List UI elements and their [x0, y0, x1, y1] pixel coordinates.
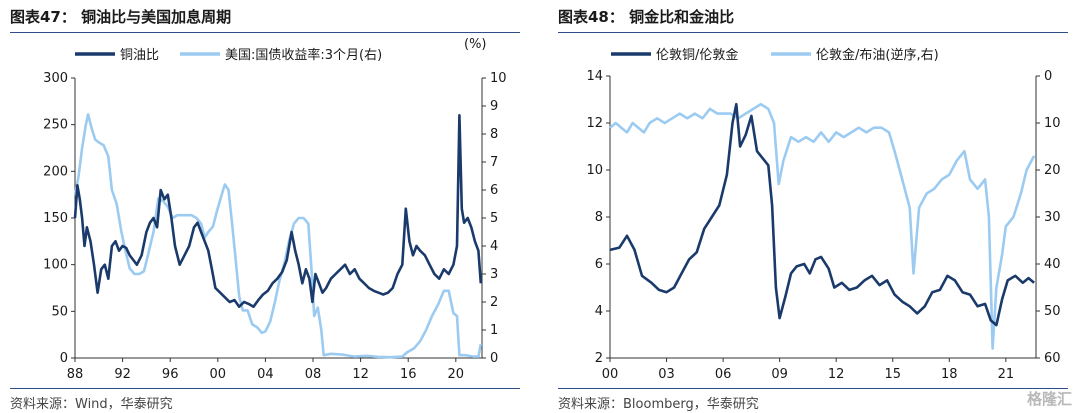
y-right-tick-label: 60	[1044, 351, 1061, 366]
bottom-divider	[558, 388, 1068, 389]
legend-label: 伦敦金/布油(逆序,右)	[816, 47, 939, 63]
y-right-tick-label: 0	[490, 351, 498, 366]
y-left-tick-label: 200	[43, 164, 68, 179]
chart-title: 图表47： 铜油比与美国加息周期	[10, 8, 232, 26]
title-divider	[10, 32, 520, 33]
y-right-tick-label: 5	[490, 211, 498, 226]
y-left-tick-label: 14	[586, 69, 603, 84]
y-left-tick-label: 4	[595, 304, 603, 319]
watermark-logo: 格隆汇	[1026, 390, 1072, 408]
y-left-tick-label: 2	[595, 351, 603, 366]
y-right-tick-label: 0	[1044, 69, 1052, 84]
x-tick-label: 00	[210, 367, 227, 382]
chart-panel-copper-oil: 图表47： 铜油比与美国加息周期 0 50 100 150 200 250 300 0 1 2 3 4…	[10, 0, 530, 413]
x-tick-label: 88	[67, 367, 84, 382]
legend-label: 美国:国债收益率:3个月(右)	[225, 47, 382, 63]
y-right-tick-label: 9	[490, 99, 498, 114]
y-right-tick-label: 1	[490, 323, 498, 338]
x-tick-label: 21	[998, 367, 1015, 382]
y-right-tick-label: 7	[490, 155, 498, 170]
y-left-tick-label: 10	[586, 163, 603, 178]
y-right-tick-label: 10	[1044, 116, 1061, 131]
x-tick-label: 20	[448, 367, 465, 382]
x-tick-label: 92	[114, 367, 131, 382]
y-right-tick-label: 8	[490, 127, 498, 142]
y-right-tick-label: 3	[490, 267, 498, 282]
y-left-tick-label: 300	[43, 71, 68, 86]
y-right-tick-label: 10	[490, 71, 507, 86]
legend-label: 伦敦铜/伦敦金	[656, 47, 738, 63]
x-tick-label: 16	[400, 367, 417, 382]
y-right-tick-label: 20	[1044, 163, 1061, 178]
chart-title: 图表48： 铜金比和金油比	[558, 8, 735, 26]
x-tick-label: 96	[162, 367, 179, 382]
x-tick-label: 08	[305, 367, 322, 382]
x-tick-label: 06	[715, 367, 732, 382]
y-right-tick-label: 6	[490, 183, 498, 198]
y-left-tick-label: 8	[595, 210, 603, 225]
y-left-tick-label: 150	[43, 211, 68, 226]
series-line-secondary	[609, 102, 1036, 350]
chart-panel-copper-gold: 图表48： 铜金比和金油比 2 4 6 8 10 12 14 0 10 20 30 40 50 60 00 0…	[558, 0, 1078, 413]
x-tick-label: 15	[884, 367, 901, 382]
y-right-unit-label: (%)	[464, 37, 487, 52]
y-right-tick-label: 2	[490, 295, 498, 310]
x-tick-label: 18	[941, 367, 958, 382]
series-line-secondary	[73, 113, 483, 359]
legend-label: 铜油比	[120, 48, 159, 63]
y-right-tick-label: 40	[1044, 257, 1061, 272]
x-tick-label: 12	[828, 367, 845, 382]
y-left-tick-label: 250	[43, 118, 68, 133]
y-left-tick-label: 0	[60, 351, 68, 366]
x-tick-label: 00	[602, 367, 619, 382]
series-line-primary	[609, 102, 1035, 327]
y-right-tick-label: 4	[490, 239, 498, 254]
x-tick-label: 12	[352, 367, 369, 382]
bottom-divider	[10, 388, 520, 389]
x-tick-label: 03	[658, 367, 675, 382]
title-divider	[558, 32, 1068, 33]
chart-source: 资料来源：Wind，华泰研究	[10, 397, 173, 412]
x-tick-label: 09	[771, 367, 788, 382]
x-tick-label: 04	[257, 367, 274, 382]
y-right-tick-label: 30	[1044, 210, 1061, 225]
chart-copper-gold-ratio: 2 4 6 8 10 12 14 0 10 20 30 40 50 60 00 03 06 09 12 15 18 21 伦…	[586, 47, 1061, 382]
chart-source: 资料来源：Bloomberg，华泰研究	[558, 397, 759, 412]
y-left-tick-label: 100	[43, 258, 68, 273]
y-left-tick-label: 12	[586, 116, 603, 131]
y-left-tick-label: 6	[595, 257, 603, 272]
series-line-primary	[73, 114, 483, 309]
y-right-tick-label: 50	[1044, 304, 1061, 319]
y-left-tick-label: 50	[51, 304, 68, 319]
